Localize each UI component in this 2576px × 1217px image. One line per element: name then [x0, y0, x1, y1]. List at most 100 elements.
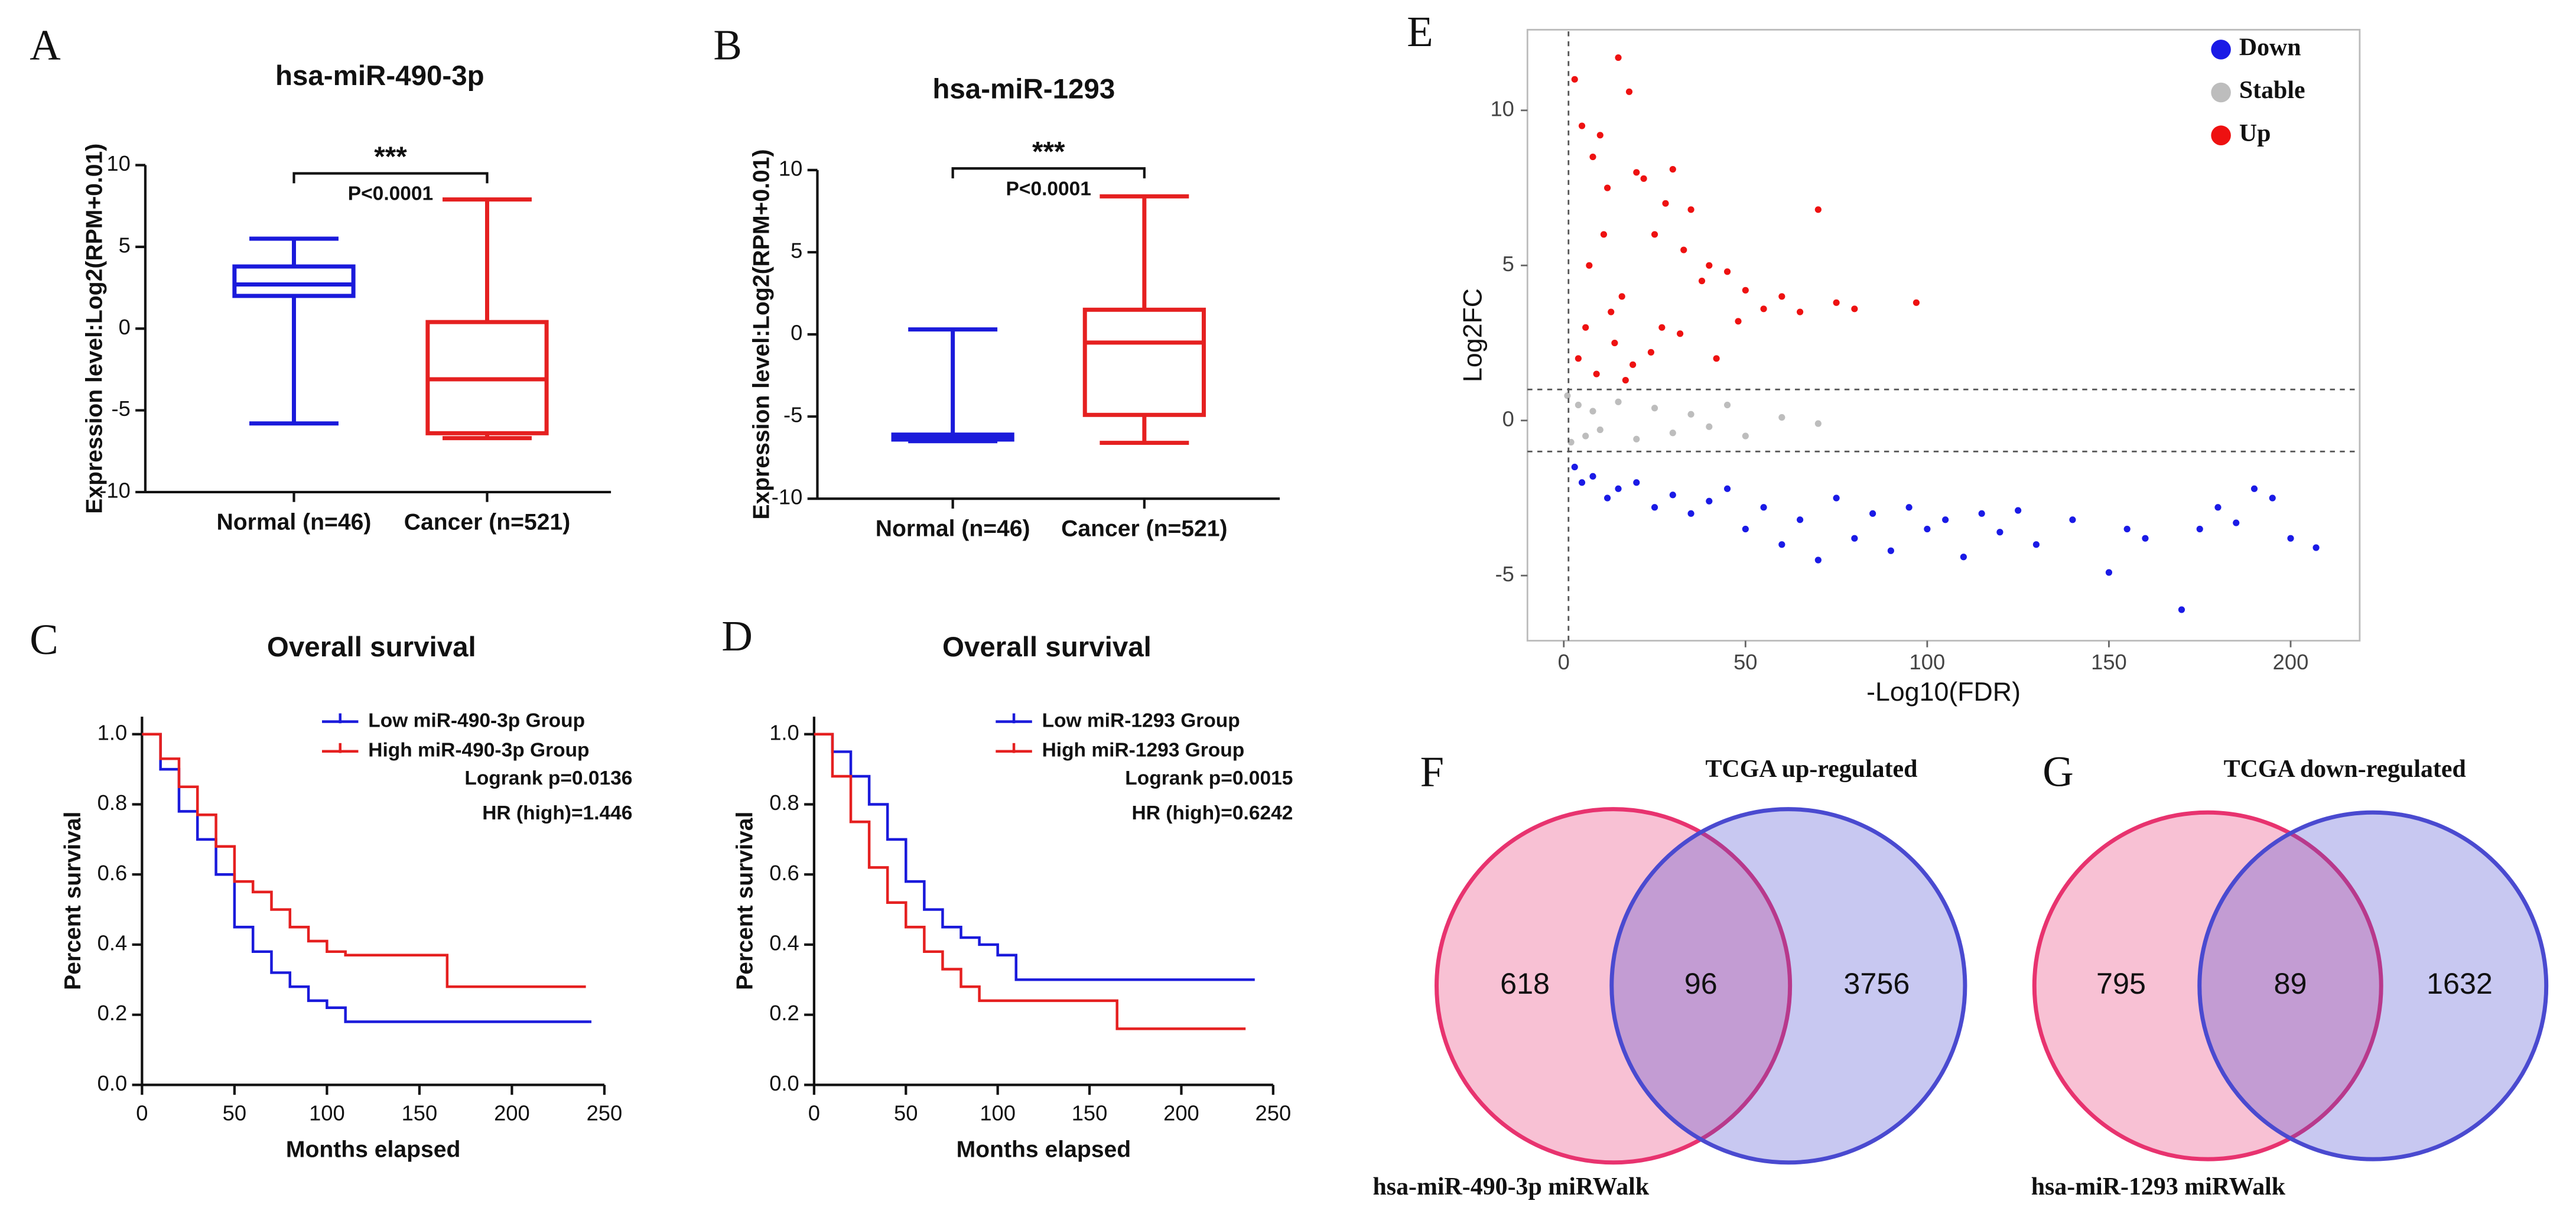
x-tick-label: 100 — [309, 1101, 345, 1125]
chart-title: hsa-miR-1293 — [932, 73, 1115, 105]
point — [2287, 535, 2294, 542]
chart-title: Overall survival — [942, 632, 1152, 663]
point — [1615, 485, 1622, 492]
point — [1662, 200, 1669, 207]
point — [1604, 184, 1611, 191]
point — [1571, 463, 1578, 471]
point — [1706, 262, 1713, 269]
point — [1723, 485, 1731, 492]
plot-frame — [1526, 28, 2361, 642]
x-tick-label: Cancer (n=521) — [404, 509, 570, 535]
y-axis-label: Expression level:Log2(RPM+0.01) — [82, 144, 107, 514]
point — [1582, 324, 1589, 331]
point — [2123, 525, 2131, 533]
p-value: P<0.0001 — [1006, 178, 1091, 200]
region-count: 795 — [2096, 967, 2146, 1000]
survival-curve — [142, 733, 592, 1023]
y-tick-label: -5 — [1495, 562, 1514, 586]
venn-set — [2197, 810, 2549, 1161]
point — [1742, 432, 1749, 440]
x-tick-label: 150 — [2091, 650, 2127, 674]
point — [1589, 153, 1596, 161]
point — [1760, 305, 1767, 313]
point — [1698, 277, 1706, 285]
significance-stars: *** — [1032, 136, 1065, 167]
stat-annotation: Logrank p=0.0136 — [464, 767, 632, 789]
x-tick-label: 150 — [402, 1101, 438, 1125]
point — [1633, 479, 1640, 486]
y-tick-label: 0 — [791, 321, 802, 345]
x-tick-label: 200 — [1163, 1101, 1199, 1125]
y-tick-label: 0 — [119, 315, 131, 339]
y-axis-label: Percent survival — [733, 812, 758, 990]
y-tick-label: 0.0 — [97, 1071, 128, 1095]
point — [2105, 569, 2113, 576]
point — [1600, 231, 1608, 238]
point — [2178, 606, 2185, 613]
point — [1978, 510, 1985, 517]
point — [2250, 485, 2258, 492]
y-tick-label: 0.8 — [769, 790, 799, 815]
box — [1082, 307, 1206, 417]
survival-curve — [814, 733, 1246, 1030]
point — [1778, 541, 1785, 548]
point — [1735, 318, 1742, 325]
significance-stars: *** — [374, 141, 407, 173]
point — [1687, 411, 1694, 418]
point — [1742, 287, 1749, 294]
point — [1851, 535, 1858, 542]
box — [232, 264, 356, 298]
y-tick-label: 5 — [791, 239, 802, 263]
point — [1677, 330, 1684, 337]
y-tick-label: 0.4 — [769, 931, 799, 955]
legend-label: High miR-1293 Group — [1042, 740, 1245, 762]
point — [1869, 510, 1876, 517]
point — [1564, 392, 1571, 399]
x-tick-label: 200 — [494, 1101, 530, 1125]
y-tick-label: 0.0 — [769, 1071, 799, 1095]
x-tick-label: 50 — [894, 1101, 918, 1125]
y-axis-label: Percent survival — [60, 812, 86, 990]
point — [1611, 339, 1618, 347]
point — [1814, 557, 1822, 564]
x-tick-label: 200 — [2273, 650, 2309, 674]
point — [1571, 76, 1578, 83]
point — [1596, 426, 1604, 434]
point — [1669, 429, 1676, 437]
point — [1622, 376, 1629, 384]
point — [1629, 361, 1637, 368]
point — [1615, 54, 1622, 61]
y-tick-label: -5 — [783, 403, 802, 427]
point — [1575, 401, 1582, 409]
point — [1582, 432, 1589, 440]
point — [1851, 305, 1858, 313]
point — [2069, 516, 2076, 523]
x-axis-label: Months elapsed — [957, 1137, 1131, 1163]
y-tick-label: 1.0 — [769, 720, 799, 744]
region-count: 1632 — [2427, 967, 2493, 1000]
point — [1578, 479, 1586, 486]
point — [1640, 175, 1647, 182]
legend-swatch — [2211, 40, 2231, 60]
point — [2032, 541, 2040, 548]
y-tick-label: 0.6 — [769, 861, 799, 885]
point — [1706, 497, 1713, 505]
point — [1651, 504, 1658, 511]
legend-swatch — [2211, 82, 2231, 103]
significance-bracket — [292, 172, 489, 184]
point — [1651, 231, 1658, 238]
y-tick-label: 10 — [106, 151, 130, 175]
point — [1589, 473, 1596, 480]
point — [2312, 544, 2320, 551]
point — [2196, 525, 2203, 533]
point — [1680, 246, 1687, 253]
panel-letter: G — [2042, 747, 2073, 795]
point — [1833, 494, 1840, 502]
point — [1723, 401, 1731, 409]
point — [1924, 525, 1931, 533]
region-count: 96 — [1684, 967, 1718, 1000]
y-tick-label: 10 — [1490, 96, 1514, 121]
point — [2269, 494, 2276, 502]
venn-set — [2032, 810, 2383, 1161]
point — [1913, 299, 1920, 306]
